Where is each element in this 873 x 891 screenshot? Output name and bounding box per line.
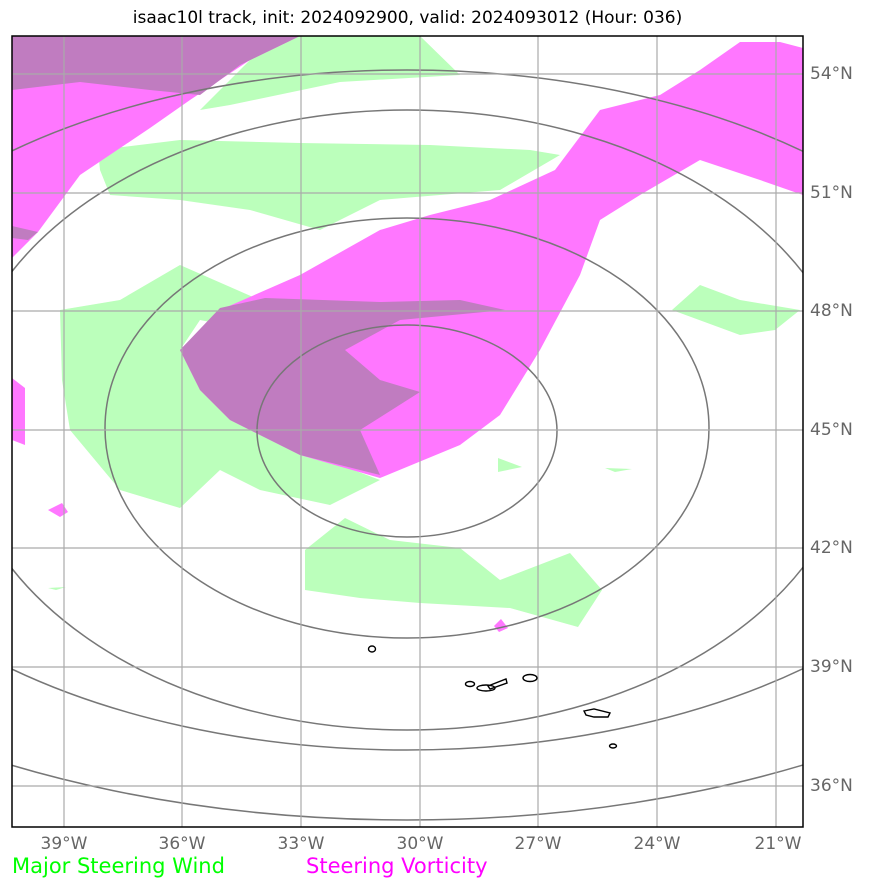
island-terceira [522,673,538,683]
lon-label-30w: 30°W [396,834,444,854]
lon-label-21w: 21°W [754,834,802,854]
wind-region-upper-band [98,140,560,230]
island-terceira-west [476,684,496,692]
lat-label-36: 36°N [810,776,853,796]
wind-region-east [672,285,800,335]
overlap-region-north [12,36,300,95]
contour-second [104,217,710,639]
wind-region-speck-1 [498,458,522,472]
contour-fourth [12,69,803,751]
vorticity-region-west-edge [12,378,25,445]
lon-label-24w: 24°W [633,834,681,854]
lon-label-27w: 27°W [514,834,562,854]
vorticity-region-speck-2 [494,619,508,632]
lon-label-36w: 36°W [158,834,206,854]
overlap-region-west [12,226,38,240]
lat-label-54: 54°N [810,64,853,84]
overlap-region-center [180,298,505,475]
vorticity-region-speck-1 [48,503,68,517]
contour-fifth [12,764,803,821]
wind-region-south [305,518,602,627]
pressure-contours [12,69,803,821]
lat-label-51: 51°N [810,183,853,203]
map-frame [11,35,804,828]
legend-steering-wind: Major Steering Wind [12,854,225,878]
graticule [12,36,803,827]
island-sao-jorge [486,678,508,690]
lon-label-33w: 33°W [277,834,325,854]
island-sao-miguel [582,708,612,718]
azores-islands [367,645,618,749]
contour-third [12,109,803,731]
island-flores [367,645,377,653]
map-title: isaac10l track, init: 2024092900, valid:… [132,8,683,28]
wind-region-speck-2 [605,468,632,472]
lat-label-42: 42°N [810,538,853,558]
lon-label-39w: 39°W [40,834,88,854]
vorticity-region-northwest [12,36,300,258]
lat-label-45: 45°N [810,420,853,440]
wind-region-speck-3 [48,587,66,590]
island-graciosa [464,680,476,688]
island-santa-maria [608,743,618,749]
lat-label-48: 48°N [810,301,853,321]
legend-steering-vorticity: Steering Vorticity [306,854,488,878]
contour-inner [256,324,558,538]
lat-label-39: 39°N [810,657,853,677]
overlap-regions [12,36,505,475]
